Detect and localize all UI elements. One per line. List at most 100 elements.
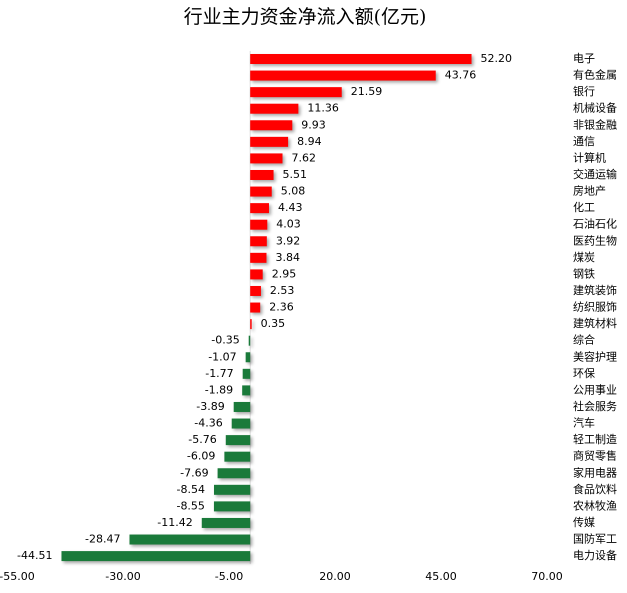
category-label: 纺织服饰 xyxy=(573,300,617,314)
x-tick-label: 20.00 xyxy=(319,570,351,583)
value-label: -3.89 xyxy=(196,400,224,413)
bar xyxy=(224,451,251,462)
bar xyxy=(250,285,261,296)
bar xyxy=(250,70,436,81)
value-label: -1.89 xyxy=(205,383,233,396)
value-label: 4.03 xyxy=(276,218,301,231)
category-label: 建筑装饰 xyxy=(573,283,617,297)
bar xyxy=(231,418,251,429)
value-label: 5.08 xyxy=(281,185,306,198)
value-label: 2.36 xyxy=(269,301,294,314)
bar xyxy=(250,252,267,263)
value-label: 11.36 xyxy=(307,102,339,115)
bar xyxy=(250,219,268,230)
bar xyxy=(250,319,252,330)
value-label: -1.07 xyxy=(208,350,236,363)
bar xyxy=(225,435,251,446)
category-label: 煤炭 xyxy=(573,251,595,264)
value-label: -28.47 xyxy=(85,533,120,546)
category-label: 钢铁 xyxy=(573,267,595,280)
category-label: 综合 xyxy=(573,333,595,347)
chart-title: 行业主力资金净流入额(亿元) xyxy=(184,6,427,28)
value-label: -8.54 xyxy=(177,483,205,496)
bar xyxy=(250,186,272,197)
category-label: 商贸零售 xyxy=(573,449,617,463)
bar xyxy=(129,534,251,545)
category-label: 食品饮料 xyxy=(573,482,617,496)
category-label: 建筑材料 xyxy=(573,316,617,330)
category-label: 机械设备 xyxy=(573,101,617,115)
value-label: -0.35 xyxy=(211,334,239,347)
value-label: 7.62 xyxy=(292,151,317,164)
value-label: 8.94 xyxy=(297,135,322,148)
category-label: 公用事业 xyxy=(573,383,617,396)
value-label: -4.36 xyxy=(194,417,222,430)
x-tick-label: -30.00 xyxy=(105,570,140,583)
bar xyxy=(242,368,251,379)
value-label: -6.09 xyxy=(187,450,215,463)
category-label: 银行 xyxy=(573,84,595,98)
category-label: 通信 xyxy=(573,135,595,148)
bar xyxy=(250,153,283,164)
category-label: 环保 xyxy=(573,366,595,380)
value-label: 21.59 xyxy=(351,85,383,98)
category-label: 传媒 xyxy=(573,516,595,529)
value-label: -8.55 xyxy=(176,499,204,512)
bar xyxy=(250,103,299,114)
value-label: 43.76 xyxy=(445,69,477,82)
category-label: 非银金融 xyxy=(573,117,617,131)
bar xyxy=(242,385,251,396)
bar xyxy=(250,87,342,98)
category-label: 石油石化 xyxy=(573,217,617,231)
value-label: -11.42 xyxy=(157,516,192,529)
bar xyxy=(250,54,472,64)
category-label: 家用电器 xyxy=(573,465,617,479)
value-label: -7.69 xyxy=(180,466,208,479)
x-tick-label: 45.00 xyxy=(425,570,457,583)
bar xyxy=(213,501,251,512)
value-label: 5.51 xyxy=(283,168,308,181)
category-label: 汽车 xyxy=(573,416,595,430)
category-label: 农林牧渔 xyxy=(573,498,617,512)
value-label: 4.43 xyxy=(278,201,303,214)
category-label: 计算机 xyxy=(573,150,606,164)
bar xyxy=(250,136,289,147)
bar xyxy=(250,169,274,180)
x-tick-label: -5.00 xyxy=(215,570,243,583)
value-label: 2.53 xyxy=(270,284,295,297)
category-label: 社会服务 xyxy=(573,399,617,413)
bar xyxy=(250,203,269,214)
bar xyxy=(250,236,267,247)
category-label: 美容护理 xyxy=(573,349,617,363)
value-label: 52.20 xyxy=(481,52,513,65)
bar xyxy=(201,517,251,528)
bar xyxy=(217,468,251,479)
category-label: 交通运输 xyxy=(573,167,617,181)
x-tick-label: -55.00 xyxy=(0,570,35,583)
bar xyxy=(248,335,251,346)
category-label: 有色金属 xyxy=(573,68,617,82)
value-label: 2.95 xyxy=(272,267,297,280)
bar xyxy=(245,352,251,363)
category-label: 国防军工 xyxy=(573,532,617,546)
category-label: 轻工制造 xyxy=(573,432,617,446)
value-label: 9.93 xyxy=(301,118,326,131)
category-label: 化工 xyxy=(573,200,595,214)
category-label: 电力设备 xyxy=(573,548,617,562)
bar xyxy=(250,302,261,313)
bar xyxy=(250,120,293,131)
x-tick-label: 70.00 xyxy=(531,570,563,583)
bar xyxy=(233,401,251,412)
value-label: 0.35 xyxy=(261,317,286,330)
value-label: -1.77 xyxy=(205,367,233,380)
bar xyxy=(250,269,263,280)
category-label: 电子 xyxy=(573,52,595,65)
value-label: 3.84 xyxy=(275,251,300,264)
value-label: 3.92 xyxy=(276,234,301,247)
value-label: -5.76 xyxy=(188,433,216,446)
bar xyxy=(213,484,251,495)
category-label: 医药生物 xyxy=(573,233,617,247)
value-label: -44.51 xyxy=(17,549,52,562)
bar xyxy=(61,551,251,562)
